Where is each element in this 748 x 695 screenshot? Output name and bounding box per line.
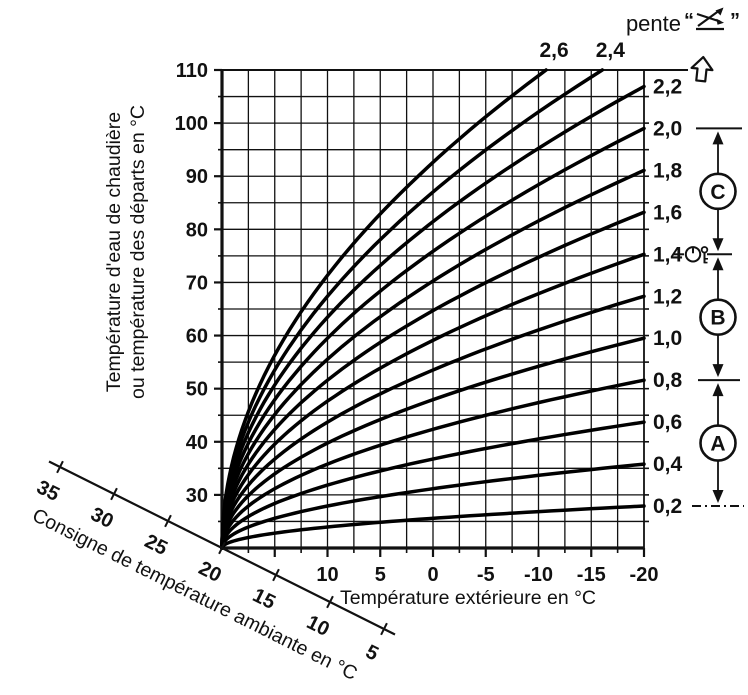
curve-label: 0,8 [653,369,683,392]
zone-label-B: B [710,307,725,330]
room-setpoint-tick [110,487,118,501]
heating-curve-0,8 [220,378,646,550]
room-setpoint-tick [326,595,334,609]
curve-label: 2,6 [539,39,568,62]
heating-curve-2,0 [220,126,646,550]
heating-curve-1,4 [220,252,646,550]
x-tick-label: -5 [477,564,495,586]
y-axis-title-line2: ou température des départs en °C [127,105,149,399]
y-tick-label: 100 [175,113,208,135]
x-tick-label: 5 [375,564,386,586]
x-tick-label: -20 [630,564,659,586]
curve-label: 2,0 [653,117,682,140]
zone-arrow-up [712,257,724,271]
y-axis-title-line1: Température d'eau de chaudière [103,112,125,392]
zone-arrow-up [712,131,724,145]
shift-up-arrow-icon [690,55,714,83]
room-setpoint-tick [56,460,64,474]
room-setpoint-tick [380,622,388,636]
y-axis-ticks: 110 100 90 80 70 60 50 40 30 [175,60,222,523]
x-tick-label: -15 [577,564,606,586]
curve-label: 0,4 [653,453,683,476]
y-tick-label: 90 [186,166,208,188]
x-tick-label: 10 [316,564,338,586]
heating-curves [220,68,646,550]
zone-arrow-down [712,490,724,504]
x-axis-ticks: 10 5 0 -5 -10 -15 -20 [247,548,659,586]
curve-label: 1,2 [653,285,682,308]
heating-curve-2,6 [220,68,548,550]
curve-label: 1,6 [653,201,682,224]
curve-label: 1,4 [653,243,683,266]
x-tick-label: -10 [524,564,553,586]
factory-setting-marker [674,246,709,264]
y-tick-label: 40 [186,432,208,454]
room-setpoint-tick-label: 15 [249,584,279,614]
x-tick-label: 0 [427,564,438,586]
room-setpoint-tick [164,514,172,528]
curve-label: 0,2 [653,495,682,518]
slope-title: pente [626,11,681,36]
y-tick-label: 30 [186,485,208,507]
curve-label: 2,4 [596,39,626,62]
zone-arrow-up [712,383,724,397]
room-setpoint-tick-label: 35 [33,476,63,506]
room-setpoint-tick-label: 10 [303,611,333,641]
room-setpoint-tick [272,568,280,582]
room-setpoint-tick-label: 20 [195,557,225,587]
quote-close: ” [730,10,740,32]
room-setpoint-tick-label: 30 [87,503,117,533]
curve-label: 1,8 [653,159,683,182]
heating-curve-0,6 [220,420,646,550]
zone-arrow-down [712,364,724,378]
heating-curve-1,0 [220,336,646,550]
curve-label: 1,0 [653,327,682,350]
heating-curve-1,6 [220,210,646,550]
slope-icon [696,7,724,31]
heating-curve-0,2 [220,504,646,550]
y-tick-label: 80 [186,219,208,241]
room-setpoint-axis-title: Consigne de température ambiante en °C [29,504,361,685]
zone-arrow-down [712,238,724,252]
heating-curve-0,4 [220,462,646,550]
y-tick-label: 110 [176,60,208,82]
room-setpoint-axis: 35 30 25 20 15 10 5 [33,460,396,666]
room-setpoint-tick-label: 5 [362,641,382,666]
curve-label: 2,2 [653,75,682,98]
room-setpoint-tick-label: 25 [141,530,171,560]
y-tick-label: 70 [186,272,208,294]
zone-label-A: A [710,433,725,456]
dial-icon [684,246,702,263]
heating-curve-1,2 [220,294,646,550]
room-setpoint-tick [218,541,226,555]
y-tick-label: 50 [186,379,208,401]
zone-annotations: C B A [674,127,744,508]
heating-curve-1,8 [220,168,646,550]
heating-curve-2,2 [220,84,646,550]
zone-label-C: C [710,181,725,204]
x-axis-title: Température extérieure en °C [340,587,596,609]
quote-open: “ [684,10,694,32]
curve-label: 0,6 [653,411,682,434]
y-tick-label: 60 [186,326,208,348]
curve-labels: 0,2 0,4 0,6 0,8 1,0 1,2 1,4 1,6 1,8 2,0 2,2 2,4 2,6 [539,39,682,518]
key-icon [700,246,709,264]
